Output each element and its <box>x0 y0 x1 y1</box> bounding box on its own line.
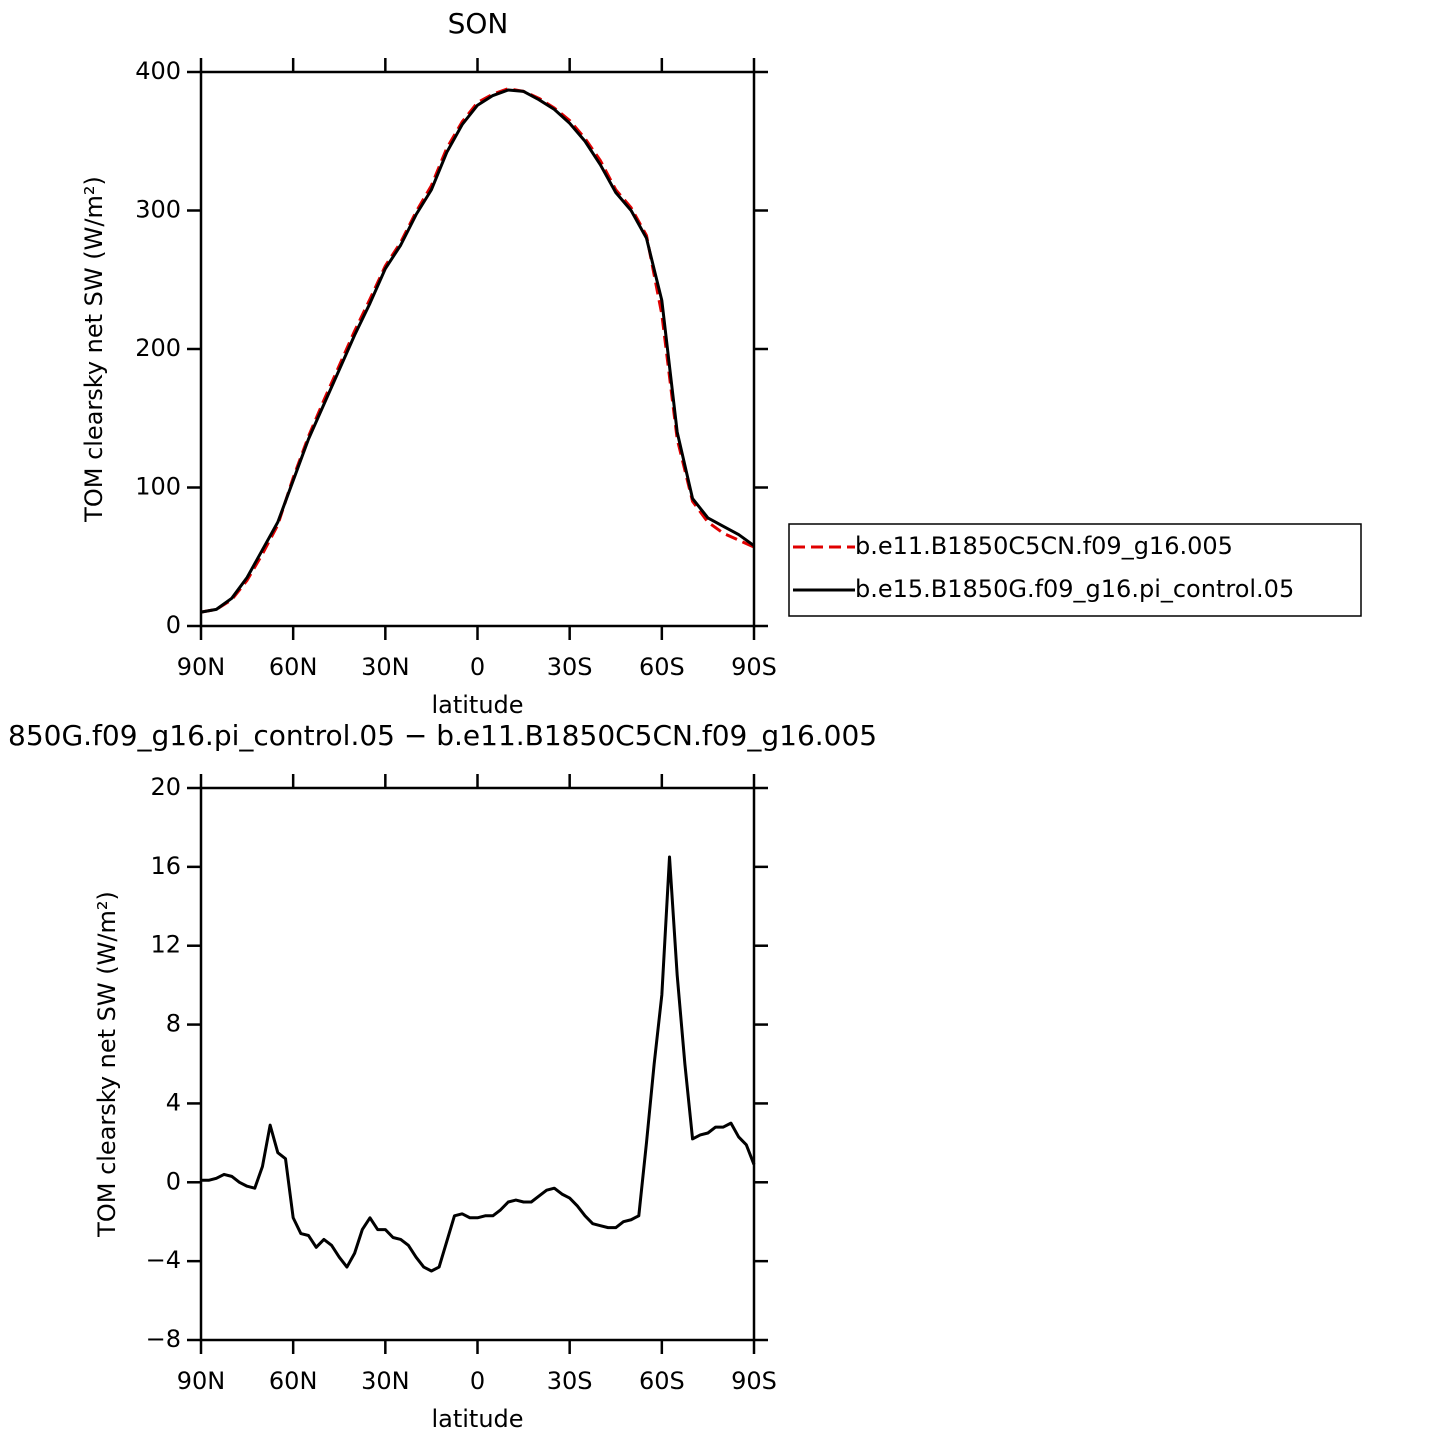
y-tick-label: 16 <box>150 852 181 880</box>
legend-label: b.e11.B1850C5CN.f09_g16.005 <box>855 532 1233 560</box>
x-tick-label: 60N <box>269 653 318 681</box>
plot-frame <box>199 786 756 1342</box>
x-tick-label: 60N <box>269 1367 318 1395</box>
y-tick-label: 0 <box>166 1167 181 1195</box>
y-tick-label: 4 <box>166 1088 181 1116</box>
x-tick-label: 0 <box>470 653 485 681</box>
data-line <box>200 88 755 614</box>
y-tick-label: 20 <box>150 773 181 801</box>
y-tick-label: 12 <box>150 931 181 959</box>
x-tick-label: 90S <box>731 1367 777 1395</box>
y-axis-label: TOM clearsky net SW (W/m²) <box>93 891 121 1238</box>
y-axis-label: TOM clearsky net SW (W/m²) <box>80 176 108 523</box>
x-tick-label: 30N <box>361 653 410 681</box>
legend-label: b.e15.B1850G.f09_g16.pi_control.05 <box>855 575 1294 603</box>
x-tick-label: 90N <box>177 653 226 681</box>
chart-title: SON <box>448 7 509 40</box>
data-line <box>201 855 756 1273</box>
x-tick-label: 0 <box>470 1367 485 1395</box>
y-tick-label: 8 <box>166 1010 181 1038</box>
plot-frame <box>199 70 756 628</box>
x-tick-label: 90S <box>731 653 777 681</box>
x-tick-label: 90N <box>177 1367 226 1395</box>
y-tick-label: 100 <box>135 473 181 501</box>
x-tick-label: 30S <box>547 653 593 681</box>
x-tick-label: 60S <box>639 1367 685 1395</box>
y-tick-label: 400 <box>135 57 181 85</box>
x-tick-label: 30S <box>547 1367 593 1395</box>
x-tick-label: 30N <box>361 1367 410 1395</box>
y-tick-label: 200 <box>135 334 181 362</box>
y-tick-label: −8 <box>146 1325 181 1353</box>
x-tick-label: 60S <box>639 653 685 681</box>
y-tick-label: 300 <box>135 196 181 224</box>
x-axis-label: latitude <box>431 691 523 719</box>
x-axis-label: latitude <box>431 1405 523 1433</box>
legend-box <box>788 523 1362 617</box>
y-tick-label: 0 <box>166 611 181 639</box>
data-line <box>200 87 755 614</box>
chart-title: 850G.f09_g16.pi_control.05 − b.e11.B1850… <box>8 719 877 752</box>
y-tick-label: −4 <box>146 1246 181 1274</box>
